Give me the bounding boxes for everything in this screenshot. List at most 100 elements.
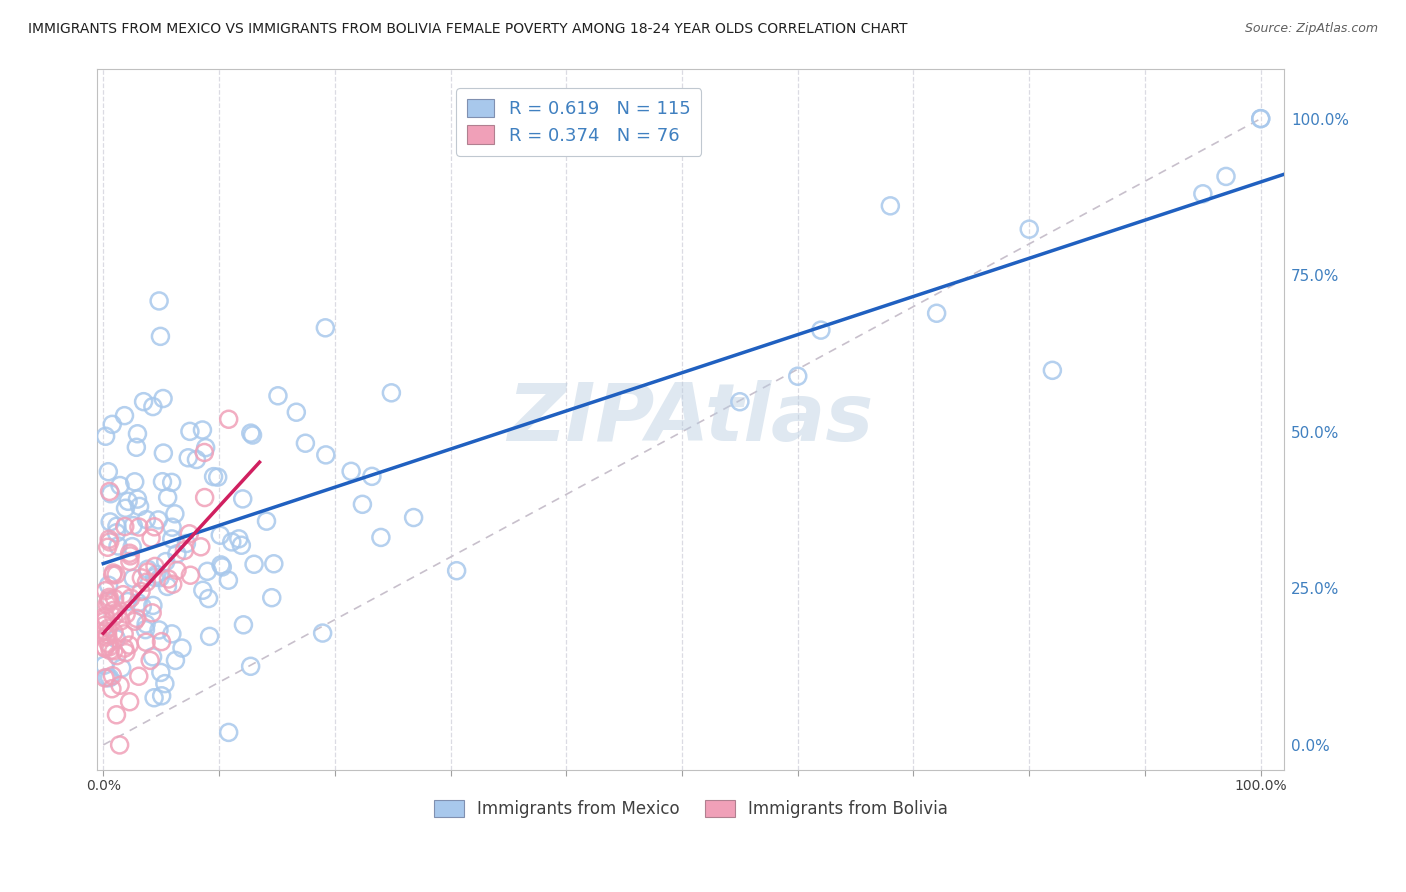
Point [1192,186,1215,201]
Point [145,567,167,582]
Point [239,659,262,673]
Point [118,546,141,560]
Point [190,540,212,554]
Point [108,478,131,492]
Point [127,426,149,441]
Point [118,695,141,709]
Point [191,423,214,437]
Point [211,560,233,574]
Point [129,584,152,599]
Point [315,448,337,462]
Point [131,571,153,585]
Point [93,658,115,673]
Point [97,627,120,641]
Point [267,389,290,403]
Point [94,583,117,598]
Point [152,392,174,406]
Point [186,452,208,467]
Point [173,543,195,558]
Point [370,531,392,545]
Point [134,623,156,637]
Point [242,428,264,442]
Point [177,450,200,465]
Point [97,594,120,608]
Text: Source: ZipAtlas.com: Source: ZipAtlas.com [1244,22,1378,36]
Point [94,610,117,624]
Point [179,568,201,582]
Point [209,558,232,572]
Point [221,535,243,549]
Point [155,555,177,569]
Point [114,641,136,656]
Point [1040,363,1063,377]
Point [143,690,166,705]
Point [96,630,118,644]
Point [191,583,214,598]
Point [160,627,183,641]
Point [217,573,239,587]
Point [218,412,240,426]
Point [149,571,172,585]
Point [125,611,148,625]
Point [198,629,221,643]
Point [128,500,150,514]
Point [160,520,183,534]
Point [786,369,808,384]
Point [152,446,174,460]
Point [122,518,145,533]
Point [239,426,262,441]
Point [98,535,121,549]
Point [101,681,124,696]
Point [170,641,193,656]
Point [135,635,157,649]
Point [285,405,308,419]
Point [149,329,172,343]
Point [136,562,159,576]
Point [160,475,183,490]
Point [135,575,157,590]
Point [125,440,148,454]
Point [135,512,157,526]
Point [231,538,253,552]
Point [117,594,139,608]
Legend: Immigrants from Mexico, Immigrants from Bolivia: Immigrants from Mexico, Immigrants from … [427,793,955,825]
Point [105,707,128,722]
Point [153,676,176,690]
Point [105,525,128,540]
Point [263,557,285,571]
Point [111,661,134,675]
Point [380,385,402,400]
Point [195,564,218,578]
Point [98,643,121,657]
Point [110,614,132,628]
Point [107,607,129,621]
Point [141,606,163,620]
Point [97,578,120,592]
Point [925,306,948,320]
Point [197,591,219,606]
Text: IMMIGRANTS FROM MEXICO VS IMMIGRANTS FROM BOLIVIA FEMALE POVERTY AMONG 18-24 YEA: IMMIGRANTS FROM MEXICO VS IMMIGRANTS FRO… [28,22,908,37]
Point [136,565,159,579]
Point [148,513,170,527]
Point [131,599,153,614]
Point [128,669,150,683]
Point [156,491,179,505]
Point [228,532,250,546]
Point [93,640,115,655]
Point [112,588,135,602]
Point [104,591,127,606]
Point [93,618,115,632]
Point [135,617,157,632]
Point [97,465,120,479]
Point [100,487,122,501]
Point [124,475,146,489]
Point [94,641,117,656]
Point [243,558,266,572]
Point [101,417,124,432]
Point [402,510,425,524]
Point [209,528,232,542]
Point [810,323,832,337]
Point [120,591,142,606]
Point [103,609,125,624]
Point [446,564,468,578]
